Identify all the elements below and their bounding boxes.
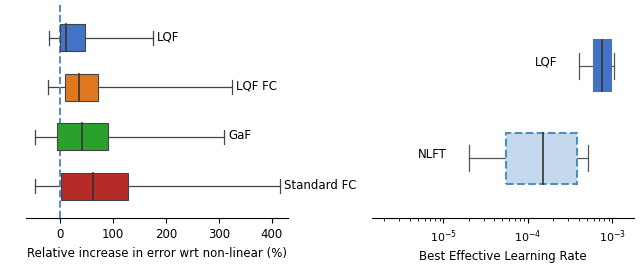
FancyBboxPatch shape (58, 123, 108, 150)
Text: Standard FC: Standard FC (284, 179, 356, 192)
Text: GaF: GaF (228, 129, 252, 142)
Text: LQF: LQF (157, 30, 179, 43)
Text: NLFT: NLFT (418, 148, 447, 161)
Text: LQF: LQF (534, 55, 557, 69)
FancyBboxPatch shape (61, 173, 128, 200)
X-axis label: Relative increase in error wrt non-linear (%): Relative increase in error wrt non-linea… (27, 247, 287, 260)
FancyBboxPatch shape (594, 40, 611, 91)
Text: LQF FC: LQF FC (236, 80, 277, 93)
FancyBboxPatch shape (506, 133, 577, 184)
FancyBboxPatch shape (60, 24, 85, 51)
X-axis label: Best Effective Learning Rate: Best Effective Learning Rate (419, 250, 586, 263)
FancyBboxPatch shape (65, 73, 98, 101)
